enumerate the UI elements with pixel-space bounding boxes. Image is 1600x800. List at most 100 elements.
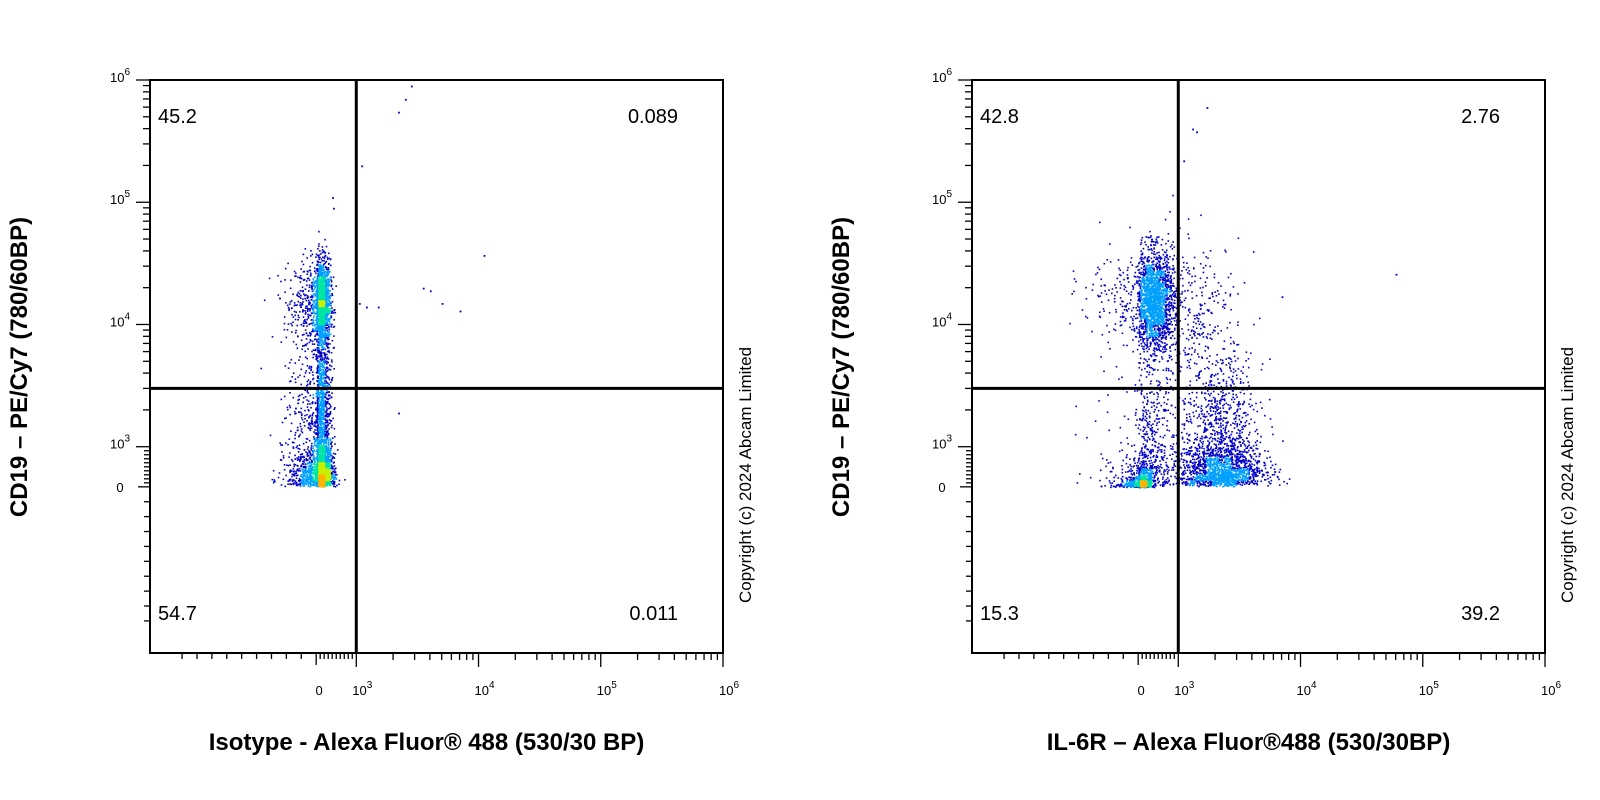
- event-dot: [289, 471, 291, 473]
- event-dot: [1098, 400, 1100, 402]
- event-dot: [310, 339, 312, 342]
- event-dot: [1197, 425, 1199, 428]
- event-dot: [322, 272, 324, 275]
- event-dot: [1230, 308, 1232, 311]
- event-dot: [326, 303, 329, 306]
- event-dot: [299, 470, 302, 472]
- event-dot: [316, 391, 319, 393]
- event-dot: [323, 410, 326, 412]
- event-dot: [288, 308, 290, 310]
- event-dot: [272, 469, 275, 472]
- event-dot: [318, 285, 320, 287]
- event-dot: [283, 316, 286, 318]
- event-dot: [310, 453, 312, 456]
- event-dot: [1187, 314, 1189, 317]
- event-dot: [323, 427, 326, 430]
- event-dot: [307, 426, 309, 429]
- event-dot: [292, 316, 295, 318]
- event-dot: [314, 445, 317, 447]
- event-dot: [317, 268, 320, 270]
- event-dot: [327, 391, 330, 393]
- event-dot: [321, 298, 324, 301]
- event-dot: [302, 253, 305, 256]
- event-dot: [298, 480, 301, 482]
- event-dot: [284, 485, 286, 488]
- event-dot: [314, 425, 316, 427]
- event-dot: [304, 294, 306, 297]
- event-dot: [1089, 476, 1092, 479]
- event-dot: [321, 306, 324, 309]
- event-dot: [322, 477, 324, 480]
- event-dot: [331, 475, 334, 478]
- event-dot: [312, 321, 315, 323]
- event-dot: [310, 285, 313, 287]
- event-dot: [306, 257, 308, 259]
- event-dot: [322, 341, 324, 344]
- event-dot: [325, 299, 328, 302]
- event-dot: [305, 299, 308, 302]
- event-dot: [319, 264, 321, 266]
- event-dot: [319, 430, 321, 433]
- event-dot: [1237, 293, 1239, 295]
- event-dot: [330, 467, 332, 470]
- event-dot: [327, 288, 329, 291]
- event-dot: [317, 360, 319, 362]
- event-dot: [327, 432, 330, 435]
- event-dot: [302, 472, 304, 475]
- event-dot: [312, 290, 315, 292]
- event-dot: [328, 453, 331, 456]
- event-dot: [311, 477, 313, 480]
- event-dot: [306, 420, 308, 422]
- event-dot: [1196, 337, 1198, 339]
- event-dot: [315, 280, 317, 282]
- event-dot: [334, 407, 336, 409]
- event-dot: [326, 357, 329, 360]
- event-dot: [317, 311, 319, 313]
- event-dot: [328, 377, 330, 379]
- event-dot: [280, 484, 283, 486]
- event-dot: [315, 439, 317, 441]
- event-dot: [328, 482, 331, 485]
- event-dot: [329, 481, 332, 484]
- event-dot: [319, 396, 321, 399]
- event-dot: [302, 263, 305, 266]
- event-dot: [1085, 286, 1087, 289]
- event-dot: [318, 381, 321, 384]
- event-dot: [318, 392, 320, 394]
- event-dot: [295, 272, 297, 275]
- event-dot: [318, 312, 320, 315]
- event-dot: [322, 365, 324, 367]
- event-dot: [1126, 454, 1128, 456]
- event-dot: [331, 471, 333, 474]
- event-dot: [282, 455, 285, 457]
- event-dot: [329, 451, 332, 454]
- event-dot: [1200, 308, 1202, 310]
- event-dot: [293, 470, 295, 472]
- event-dot: [319, 446, 322, 449]
- event-dot: [332, 326, 335, 329]
- event-dot: [321, 251, 324, 254]
- event-dot: [303, 293, 305, 296]
- event-dot: [330, 406, 332, 408]
- event-dot: [317, 390, 320, 392]
- event-dot: [1209, 250, 1212, 252]
- event-dot: [326, 421, 328, 424]
- event-dot: [316, 333, 319, 335]
- event-dot: [329, 364, 331, 367]
- event-dot: [327, 376, 329, 379]
- event-dot: [321, 382, 324, 385]
- event-dot: [1231, 431, 1233, 433]
- event-dot: [327, 338, 329, 341]
- event-dot: [330, 454, 333, 457]
- event-dot: [344, 479, 346, 481]
- event-dot: [319, 461, 322, 464]
- event-dot: [324, 276, 327, 279]
- event-dot: [316, 453, 318, 456]
- event-dot: [1192, 321, 1195, 323]
- event-dot: [301, 363, 304, 366]
- event-dot: [326, 431, 329, 434]
- event-dot: [315, 303, 318, 305]
- event-dot: [297, 300, 299, 303]
- event-dot: [317, 436, 319, 439]
- event-dot: [320, 446, 323, 448]
